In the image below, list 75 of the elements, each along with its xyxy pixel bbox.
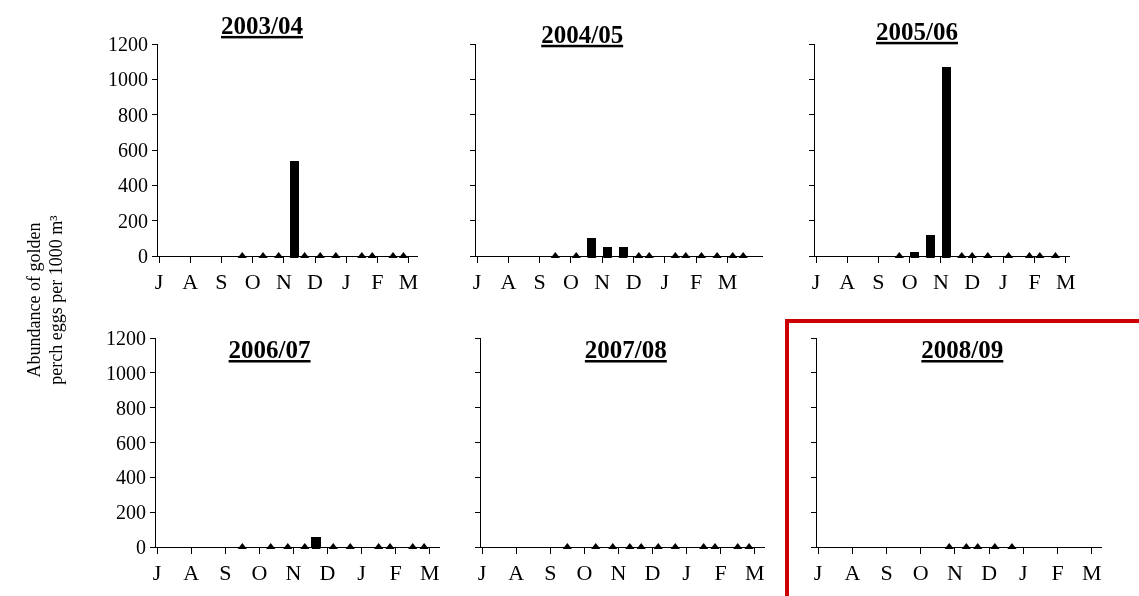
x-tick-label: J [660, 269, 670, 295]
chart-title: 2003/04 [221, 11, 304, 39]
x-tick-label: J [999, 269, 1009, 295]
x-tick-label: S [219, 560, 232, 586]
chart-title: 2008/09 [921, 336, 1004, 364]
y-tick-label: 800 [118, 103, 148, 126]
x-tick-label: J [154, 269, 164, 295]
x-tick-label: M [1081, 560, 1102, 586]
x-tick-label: J [811, 269, 821, 295]
y-tick-label: 1200 [106, 327, 146, 349]
x-tick-label: D [644, 560, 661, 586]
x-tick-label: S [880, 560, 893, 586]
y-tick-label: 400 [118, 174, 148, 197]
chart-title: 2007/08 [584, 336, 667, 364]
y-tick-label: 200 [118, 209, 148, 232]
x-tick-label: J [477, 560, 487, 586]
x-tick-label: F [371, 269, 384, 295]
x-tick-label: A [183, 560, 200, 586]
y-tick-label: 800 [116, 396, 146, 419]
x-tick-label: A [182, 269, 199, 295]
x-tick-label: A [500, 269, 517, 295]
x-tick-label: J [152, 560, 162, 586]
x-tick-label: D [981, 560, 998, 586]
x-tick-label: N [610, 560, 627, 586]
y-tick-label: 1000 [106, 361, 146, 384]
x-tick-label: J [682, 560, 692, 586]
x-tick-label: A [844, 560, 861, 586]
chart-title: 2004/05 [541, 20, 624, 48]
x-tick-label: M [745, 560, 765, 586]
x-tick-label: O [244, 269, 261, 295]
y-tick-label: 600 [116, 431, 146, 454]
x-tick-label: J [813, 560, 823, 586]
y-axis-title: Abundance of golden perch eggs per 1000 m³ [23, 215, 67, 385]
x-tick-label: F [1028, 269, 1041, 295]
x-tick-label: O [251, 560, 268, 586]
chart-title: 2006/07 [228, 336, 311, 364]
x-tick-label: J [341, 269, 351, 295]
x-tick-label: F [389, 560, 402, 586]
x-tick-label: N [932, 269, 949, 295]
x-tick-label: O [576, 560, 593, 586]
x-tick-label: N [275, 269, 292, 295]
x-tick-label: F [1051, 560, 1064, 586]
y-tick-label: 0 [136, 536, 146, 558]
y-tick-label: 0 [138, 245, 148, 267]
x-tick-label: M [398, 269, 419, 295]
chart-title: 2005/06 [876, 17, 958, 45]
x-tick-label: S [215, 269, 228, 295]
x-tick-label: M [1056, 269, 1076, 295]
x-tick-label: S [544, 560, 557, 586]
x-tick-label: N [594, 269, 611, 295]
x-tick-label: O [912, 560, 929, 586]
x-tick-label: S [872, 269, 885, 295]
x-tick-label: D [319, 560, 336, 586]
x-tick-label: A [508, 560, 525, 586]
x-tick-label: J [472, 269, 482, 295]
x-tick-label: F [690, 269, 703, 295]
x-tick-label: D [964, 269, 981, 295]
y-tick-label: 1000 [108, 68, 148, 91]
x-tick-label: N [946, 560, 963, 586]
x-tick-label: D [307, 269, 323, 295]
x-tick-label: M [420, 560, 440, 586]
y-tick-label: 200 [116, 501, 146, 524]
x-tick-label: D [625, 269, 642, 295]
y-tick-label: 400 [116, 466, 146, 489]
x-tick-label: J [1019, 560, 1029, 586]
x-tick-label: A [839, 269, 856, 295]
x-tick-label: N [285, 560, 302, 586]
x-tick-label: J [357, 560, 367, 586]
x-tick-label: O [901, 269, 918, 295]
x-tick-label: O [563, 269, 579, 295]
x-tick-label: S [533, 269, 546, 295]
y-tick-label: 600 [118, 139, 148, 161]
y-tick-label: 1200 [108, 33, 148, 55]
x-tick-label: F [714, 560, 727, 586]
x-tick-label: M [717, 269, 738, 295]
